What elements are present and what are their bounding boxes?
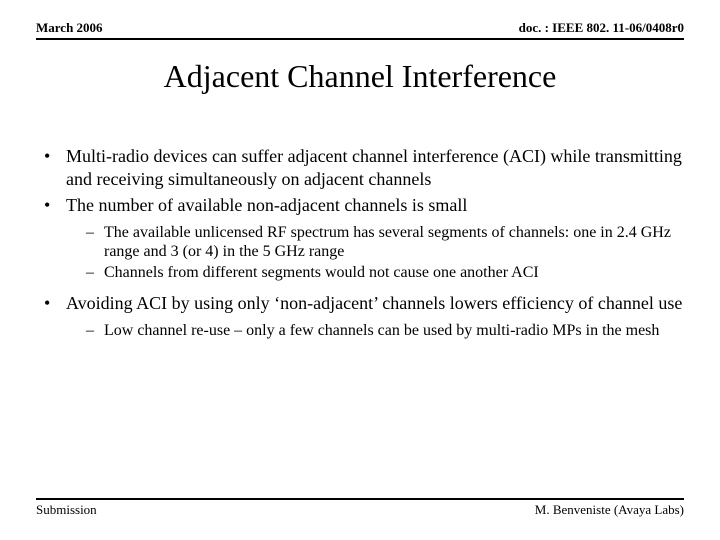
slide-title: Adjacent Channel Interference bbox=[36, 58, 684, 95]
bullet-item: The number of available non-adjacent cha… bbox=[36, 194, 684, 282]
bullet-list-level2: Low channel re-use – only a few channels… bbox=[66, 321, 684, 340]
header-doc-id: doc. : IEEE 802. 11-06/0408r0 bbox=[519, 20, 684, 36]
bullet-item: Avoiding ACI by using only ‘non-adjacent… bbox=[36, 292, 684, 340]
bullet-list-level2: The available unlicensed RF spectrum has… bbox=[66, 223, 684, 283]
bullet-item: Multi-radio devices can suffer adjacent … bbox=[36, 145, 684, 190]
bullet-text: Avoiding ACI by using only ‘non-adjacent… bbox=[66, 293, 682, 313]
sub-bullet-item: Channels from different segments would n… bbox=[82, 263, 684, 282]
header-date: March 2006 bbox=[36, 20, 103, 36]
sub-bullet-item: The available unlicensed RF spectrum has… bbox=[82, 223, 684, 261]
footer-bar: Submission M. Benveniste (Avaya Labs) bbox=[36, 498, 684, 518]
sub-bullet-text: Channels from different segments would n… bbox=[104, 264, 539, 281]
header-bar: March 2006 doc. : IEEE 802. 11-06/0408r0 bbox=[36, 20, 684, 40]
bullet-text: Multi-radio devices can suffer adjacent … bbox=[66, 146, 682, 189]
sub-bullet-text: The available unlicensed RF spectrum has… bbox=[104, 224, 671, 260]
sub-bullet-text: Low channel re-use – only a few channels… bbox=[104, 322, 659, 339]
slide-content: Multi-radio devices can suffer adjacent … bbox=[36, 145, 684, 340]
footer-right: M. Benveniste (Avaya Labs) bbox=[535, 502, 684, 518]
footer-left: Submission bbox=[36, 502, 97, 518]
bullet-text: The number of available non-adjacent cha… bbox=[66, 195, 467, 215]
sub-bullet-item: Low channel re-use – only a few channels… bbox=[82, 321, 684, 340]
bullet-list-level1: Multi-radio devices can suffer adjacent … bbox=[36, 145, 684, 340]
